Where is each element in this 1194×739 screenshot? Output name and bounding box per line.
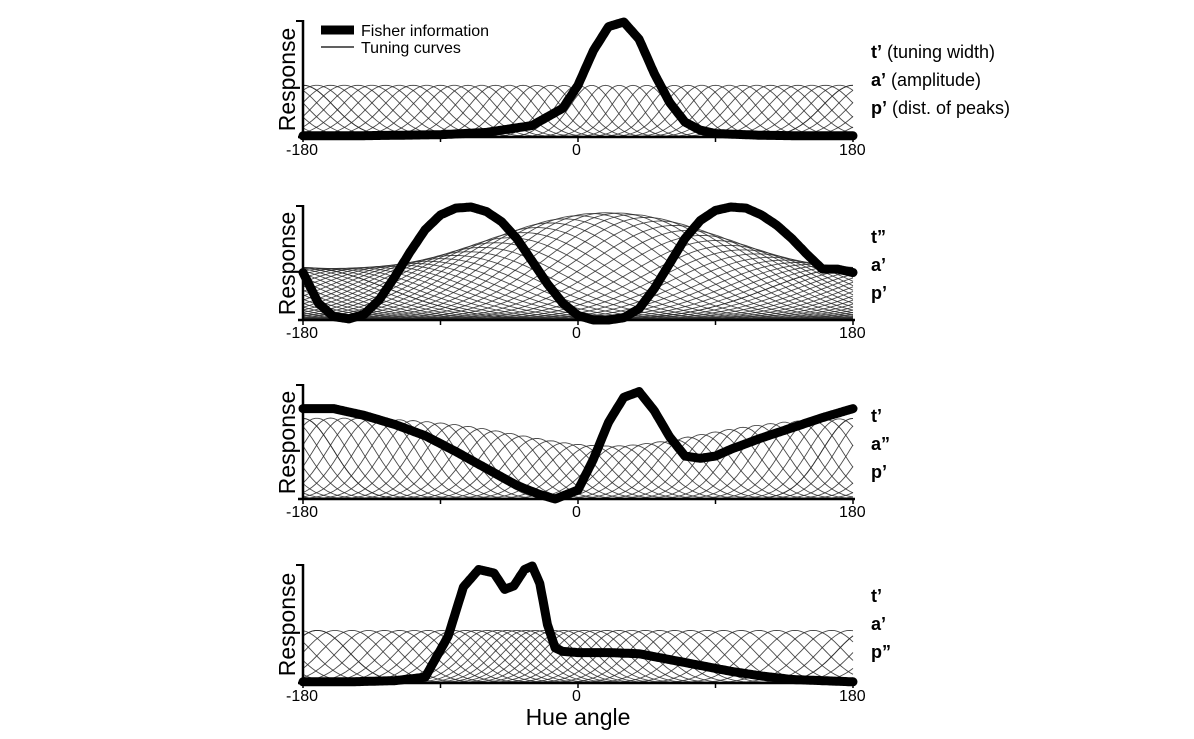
param-symbol: p’ xyxy=(871,462,887,482)
param-label-1: t’ xyxy=(871,406,882,426)
param-label-2: a” xyxy=(871,434,890,454)
tuning-curves xyxy=(302,212,854,321)
param-label-2: a’ xyxy=(871,255,886,275)
x-axis-label: Hue angle xyxy=(526,704,631,730)
y-axis-label: Response xyxy=(274,212,300,316)
param-symbol: a’ xyxy=(871,255,886,275)
param-label-3: p’ xyxy=(871,462,887,482)
fisher-information-line xyxy=(298,387,858,504)
param-symbol: a’ xyxy=(871,70,886,90)
x-tick-label: 180 xyxy=(839,504,866,521)
panel-1: -180 0 180 Response t’ (tuning width) a’ (amp… xyxy=(274,17,1010,159)
x-tick-label: 180 xyxy=(839,688,866,705)
param-symbol: p’ xyxy=(871,283,887,303)
x-tick-label: -180 xyxy=(286,142,318,159)
tuning-curve-32 xyxy=(302,244,854,321)
param-symbol: t’ xyxy=(871,586,882,606)
param-description: (dist. of peaks) xyxy=(887,98,1010,118)
legend-label-tuning: Tuning curves xyxy=(361,40,461,57)
tuning-curve-18 xyxy=(302,227,854,320)
y-axis-label: Response xyxy=(274,573,300,677)
param-label-1: t” xyxy=(871,227,886,247)
y-axis-label: Response xyxy=(274,28,300,132)
param-label-3: p’ (dist. of peaks) xyxy=(871,98,1010,118)
panel-3: -180 0 180 Response t’ a” p’ xyxy=(274,384,890,521)
param-label-2: a’ (amplitude) xyxy=(871,70,981,90)
param-symbol: p” xyxy=(871,642,891,662)
param-symbol: a’ xyxy=(871,614,886,634)
param-label-2: a’ xyxy=(871,614,886,634)
param-description: (amplitude) xyxy=(886,70,981,90)
fisher-information-line xyxy=(298,17,858,141)
param-label-3: p” xyxy=(871,642,891,662)
x-tick-label: -180 xyxy=(286,688,318,705)
tuning-curve-23 xyxy=(302,212,854,320)
param-symbol: a” xyxy=(871,434,890,454)
param-label-1: t’ (tuning width) xyxy=(871,42,995,62)
x-tick-label: -180 xyxy=(286,504,318,521)
x-tick-label: 0 xyxy=(572,142,581,159)
param-symbol: t” xyxy=(871,227,886,247)
x-tick-label: 0 xyxy=(572,325,581,342)
tuning-curve-17 xyxy=(302,232,854,321)
param-label-1: t’ xyxy=(871,586,882,606)
fisher-information-line xyxy=(298,561,858,687)
legend-label-fisher: Fisher information xyxy=(361,23,489,40)
tuning-curve-31 xyxy=(302,240,854,321)
x-tick-label: 0 xyxy=(572,504,581,521)
param-label-3: p’ xyxy=(871,283,887,303)
panel-4: -180 0 180 Response t’ a’ p” Hue angle xyxy=(274,561,891,730)
x-tick-label: 180 xyxy=(839,325,866,342)
param-description: (tuning width) xyxy=(882,42,995,62)
tuning-curve-19 xyxy=(302,222,854,320)
x-tick-label: -180 xyxy=(286,325,318,342)
panel-2: -180 0 180 Response t” a’ p’ xyxy=(274,202,887,342)
y-axis-label: Response xyxy=(274,391,300,495)
x-tick-label: 0 xyxy=(572,688,581,705)
param-symbol: t’ xyxy=(871,406,882,426)
tuning-curve-22 xyxy=(303,213,854,320)
x-tick-label: 180 xyxy=(839,142,866,159)
tuning-curve-20 xyxy=(302,218,854,320)
fisher-information-line xyxy=(298,202,858,325)
param-symbol: t’ xyxy=(871,42,882,62)
param-symbol: p’ xyxy=(871,98,887,118)
